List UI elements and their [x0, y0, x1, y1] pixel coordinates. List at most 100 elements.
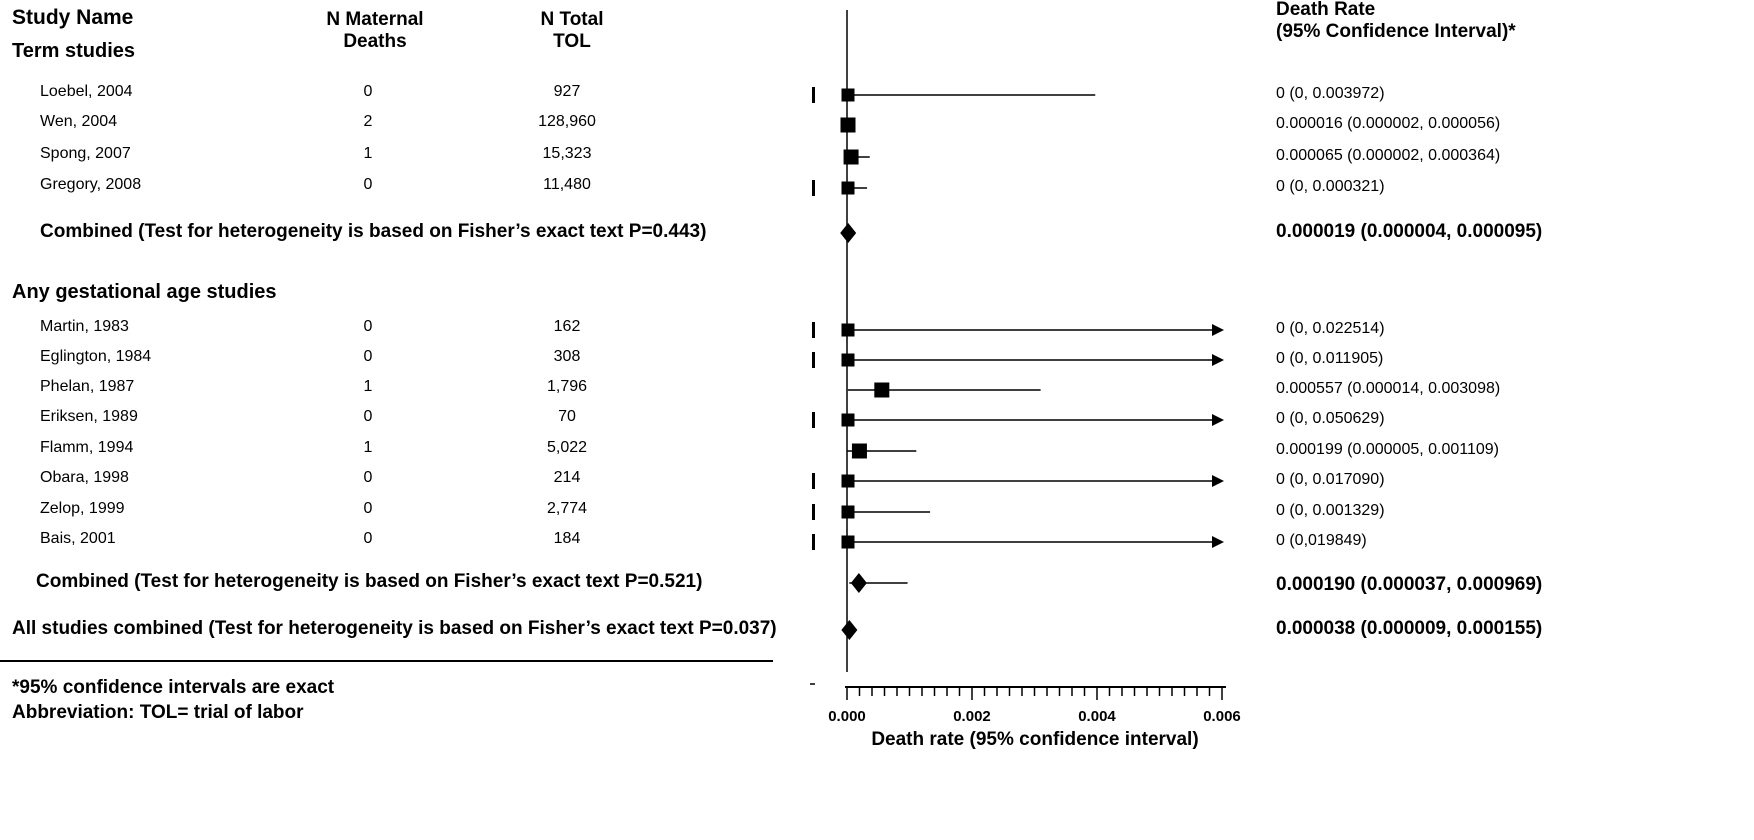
header-n-maternal-deaths: N Maternal Deaths	[326, 9, 423, 53]
study-deaths: 2	[363, 113, 373, 130]
footnotes: *95% confidence intervals are exact Abbr…	[12, 675, 334, 725]
study-point-square	[841, 474, 855, 488]
ci-lower-truncation-marker	[812, 504, 815, 520]
study-name: Wen, 2004	[40, 113, 118, 130]
ci-lower-truncation-marker	[812, 322, 815, 338]
study-total-tol: 11,480	[543, 176, 591, 193]
study-deaths: 0	[363, 348, 373, 365]
study-total-tol: 70	[558, 408, 576, 425]
study-point-square	[841, 535, 855, 549]
study-deaths: 0	[363, 500, 373, 517]
header-n-total-tol: N Total TOL	[541, 9, 604, 53]
x-tick-label: 0.002	[953, 708, 991, 725]
study-deaths: 1	[363, 145, 373, 162]
study-ci-text: 0 (0, 0.050629)	[1276, 410, 1385, 427]
ci-lower-truncation-marker	[812, 352, 815, 368]
footnote-divider	[0, 660, 773, 662]
study-name: Martin, 1983	[40, 318, 129, 335]
ci-lower-truncation-marker	[812, 534, 815, 550]
study-ci-text: 0.000016 (0.000002, 0.000056)	[1276, 115, 1501, 132]
header-n-total-line2: TOL	[553, 31, 591, 52]
combined-diamond	[850, 573, 867, 593]
combined-diamond	[841, 620, 858, 640]
combined-diamond	[840, 223, 857, 243]
section-term-studies: Term studies	[12, 40, 135, 62]
combined-all-label: All studies combined (Test for heterogen…	[12, 618, 777, 639]
footnote-abbreviation: Abbreviation: TOL= trial of labor	[12, 702, 304, 723]
study-ci-text: 0 (0,019849)	[1276, 532, 1367, 549]
ci-arrow-head	[1212, 414, 1224, 426]
study-point-square	[840, 117, 856, 133]
ci-arrow-head	[1212, 324, 1224, 336]
study-point-square	[874, 382, 890, 398]
combined-any-ci: 0.000190 (0.000037, 0.000969)	[1276, 574, 1543, 595]
study-ci-text: 0 (0, 0.022514)	[1276, 320, 1385, 337]
study-ci-text: 0 (0, 0.011905)	[1276, 350, 1384, 367]
header-study-name: Study Name	[12, 6, 134, 29]
ci-lower-truncation-marker	[812, 87, 815, 103]
study-ci-text: 0 (0, 0.003972)	[1276, 85, 1385, 102]
study-deaths: 1	[363, 378, 373, 395]
study-total-tol: 2,774	[546, 500, 588, 517]
study-total-tol: 5,022	[546, 439, 588, 456]
study-total-tol: 308	[553, 348, 581, 365]
ci-arrow-head	[1212, 354, 1224, 366]
study-deaths: 0	[363, 530, 373, 547]
study-point-square	[841, 181, 855, 195]
study-name: Obara, 1998	[40, 469, 129, 486]
x-tick-label: 0.000	[828, 708, 866, 725]
study-ci-text: 0 (0, 0.000321)	[1276, 178, 1385, 195]
study-name: Flamm, 1994	[40, 439, 134, 456]
study-name: Gregory, 2008	[40, 176, 142, 193]
study-name: Zelop, 1999	[40, 500, 125, 517]
study-ci-text: 0.000557 (0.000014, 0.003098)	[1276, 380, 1501, 397]
header-death-rate-line2: (95% Confidence Interval)*	[1276, 21, 1516, 42]
header-n-maternal-line2: Deaths	[343, 31, 407, 52]
header-n-total-line1: N Total	[540, 9, 604, 30]
section-any-gestational-age: Any gestational age studies	[12, 281, 277, 303]
study-ci-text: 0 (0, 0.017090)	[1276, 471, 1385, 488]
study-name: Loebel, 2004	[40, 83, 133, 100]
header-death-rate: Death Rate (95% Confidence Interval)*	[1276, 0, 1516, 43]
combined-any-label: Combined (Test for heterogeneity is base…	[36, 571, 703, 592]
study-name: Eriksen, 1989	[40, 408, 138, 425]
ci-lower-truncation-marker	[812, 180, 815, 196]
study-point-square	[841, 323, 855, 337]
header-n-maternal-line1: N Maternal	[326, 9, 424, 30]
study-point-square	[851, 443, 867, 459]
study-name: Phelan, 1987	[40, 378, 135, 395]
study-deaths: 0	[363, 469, 373, 486]
ci-arrow-head	[1212, 536, 1224, 548]
combined-term-ci: 0.000019 (0.000004, 0.000095)	[1276, 221, 1543, 242]
combined-all-ci: 0.000038 (0.000009, 0.000155)	[1276, 618, 1543, 639]
study-deaths: 0	[363, 408, 373, 425]
header-death-rate-line1: Death Rate	[1276, 0, 1376, 20]
study-name: Spong, 2007	[40, 145, 131, 162]
study-total-tol: 15,323	[542, 145, 592, 162]
x-axis-label: Death rate (95% confidence interval)	[871, 729, 1198, 750]
study-ci-text: 0.000199 (0.000005, 0.001109)	[1276, 441, 1500, 458]
ci-arrow-head	[1212, 475, 1224, 487]
study-point-square	[841, 505, 855, 519]
study-total-tol: 927	[553, 83, 581, 100]
footnote-confidence: *95% confidence intervals are exact	[12, 677, 335, 698]
combined-term-label: Combined (Test for heterogeneity is base…	[40, 221, 707, 242]
study-ci-text: 0 (0, 0.001329)	[1276, 502, 1385, 519]
ci-lower-truncation-marker	[812, 412, 815, 428]
x-tick-label: 0.006	[1203, 708, 1241, 725]
study-ci-text: 0.000065 (0.000002, 0.000364)	[1276, 147, 1501, 164]
study-point-square	[841, 88, 855, 102]
study-total-tol: 128,960	[538, 113, 596, 130]
study-point-square	[841, 413, 855, 427]
study-total-tol: 1,796	[546, 378, 588, 395]
study-total-tol: 214	[553, 469, 581, 486]
study-point-square	[841, 353, 855, 367]
study-deaths: 0	[363, 176, 373, 193]
study-point-square	[843, 149, 859, 165]
ci-lower-truncation-marker	[812, 473, 815, 489]
study-name: Bais, 2001	[40, 530, 116, 547]
study-total-tol: 184	[553, 530, 581, 547]
study-total-tol: 162	[553, 318, 581, 335]
x-tick-label: 0.004	[1078, 708, 1116, 725]
